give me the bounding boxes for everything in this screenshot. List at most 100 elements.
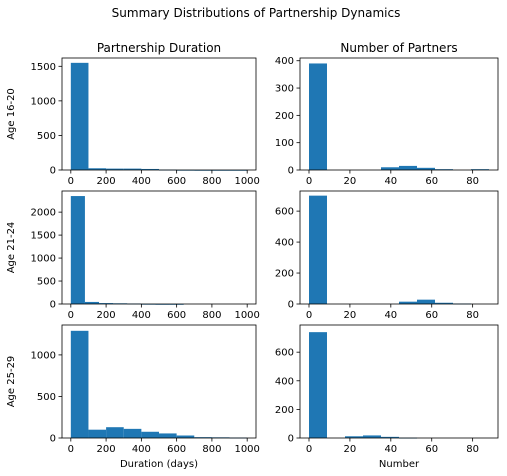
x-tick-label: 80 [466, 310, 479, 321]
x-tick-label: 1000 [234, 310, 259, 321]
histogram-bar [88, 168, 107, 170]
axes-frame [299, 324, 499, 439]
y-tick-label: 200 [275, 269, 294, 280]
x-tick-label: 80 [466, 176, 479, 187]
histogram-bar [309, 63, 327, 171]
x-tick-label: 20 [344, 310, 357, 321]
y-tick-label: 1500 [31, 231, 56, 242]
histogram-bar [309, 195, 327, 304]
subplot-partners-age-16-20: 0 20 40 60 80 0 100 200 300 400 Number of Partners [275, 41, 499, 187]
x-tick-label: 400 [132, 444, 151, 455]
y-tick-label: 300 [275, 84, 294, 95]
histogram-bar [381, 436, 399, 438]
x-tick-label: 60 [425, 444, 438, 455]
subplot-duration-age-25-29: 0 200 400 600 800 1000 0 500 1000 Age 25-29 Durati… [6, 324, 260, 470]
x-tick-label: 20 [344, 444, 357, 455]
histogram-bar [141, 168, 159, 170]
y-tick-label: 600 [275, 348, 294, 359]
axes-frame [61, 190, 257, 305]
histogram-bar [435, 169, 453, 170]
y-tick-label: 1500 [31, 62, 56, 73]
axes-frame [299, 57, 499, 171]
histogram-bar [123, 428, 142, 438]
x-tick-label: 800 [202, 444, 221, 455]
y-tick-label: 0 [288, 300, 294, 311]
y-tick-label: 400 [275, 56, 294, 67]
y-tick-label: 2000 [31, 208, 56, 219]
subplot-partners-age-21-24: 0 20 40 60 80 0 200 400 600 [275, 190, 499, 321]
x-tick-label: 400 [132, 176, 151, 187]
histogram-bar [194, 437, 212, 438]
histogram-bar [435, 302, 453, 304]
y-axis-label: Age 16-20 [6, 88, 17, 140]
histogram-bar [399, 165, 417, 170]
histogram-bar [88, 429, 107, 438]
histogram-bar [363, 435, 381, 438]
y-axis-label: Age 25-29 [6, 356, 17, 408]
y-tick-label: 1000 [31, 350, 56, 361]
y-tick-label: 0 [50, 434, 56, 445]
subplot-title: Partnership Duration [97, 41, 221, 55]
subplot-title: Number of Partners [340, 41, 457, 55]
histogram-bar [417, 167, 435, 170]
x-tick-label: 1000 [234, 444, 259, 455]
x-tick-label: 60 [425, 176, 438, 187]
x-tick-label: 1000 [234, 176, 259, 187]
histogram-bar [70, 62, 89, 170]
x-tick-label: 0 [68, 444, 74, 455]
x-tick-label: 20 [344, 176, 357, 187]
y-tick-label: 1000 [31, 254, 56, 265]
x-tick-label: 60 [425, 310, 438, 321]
x-tick-label: 0 [68, 176, 74, 187]
x-tick-label: 0 [68, 310, 74, 321]
histogram-bar [70, 330, 89, 438]
x-tick-label: 800 [202, 310, 221, 321]
histogram-bar [99, 303, 114, 304]
histogram-bar [106, 427, 124, 438]
histogram-bar [159, 433, 177, 438]
subplot-duration-age-21-24: 0 200 400 600 800 1000 0 500 1000 1500 2000 Age 21-… [6, 190, 260, 321]
histogram-bar [309, 332, 327, 438]
subplot-duration-age-16-20: 0 200 400 600 800 1000 0 500 1000 1500 Partnership… [6, 41, 260, 187]
x-tick-label: 600 [167, 444, 186, 455]
x-tick-label: 40 [384, 176, 397, 187]
x-tick-label: 800 [202, 176, 221, 187]
y-tick-label: 200 [275, 111, 294, 122]
figure-suptitle: Summary Distributions of Partnership Dyn… [112, 6, 401, 20]
y-tick-label: 500 [37, 131, 56, 142]
histogram-bar [381, 167, 399, 170]
x-tick-label: 600 [167, 176, 186, 187]
histogram-bar [141, 431, 159, 438]
x-tick-label: 200 [97, 444, 116, 455]
subplot-partners-age-25-29: 0 20 40 60 80 0 200 400 600 Number [275, 324, 499, 470]
histogram-bar [176, 435, 195, 438]
x-tick-label: 0 [306, 310, 312, 321]
histogram-bar [106, 168, 124, 170]
y-tick-label: 1000 [31, 96, 56, 107]
axes-frame [61, 324, 257, 439]
y-tick-label: 0 [50, 300, 56, 311]
x-tick-label: 0 [306, 176, 312, 187]
y-tick-label: 0 [288, 166, 294, 177]
histogram-bar [417, 299, 435, 304]
y-tick-label: 0 [288, 434, 294, 445]
y-tick-label: 400 [275, 376, 294, 387]
y-tick-label: 100 [275, 138, 294, 149]
x-tick-label: 200 [97, 176, 116, 187]
histogram-bar [123, 168, 142, 170]
y-tick-label: 500 [37, 392, 56, 403]
x-tick-label: 0 [306, 444, 312, 455]
x-tick-label: 600 [167, 310, 186, 321]
x-tick-label: 200 [97, 310, 116, 321]
y-tick-label: 0 [50, 166, 56, 177]
y-tick-label: 600 [275, 207, 294, 218]
x-tick-label: 400 [132, 310, 151, 321]
axes-frame [299, 190, 499, 305]
x-tick-label: 40 [384, 444, 397, 455]
y-axis-label: Age 21-24 [6, 222, 17, 274]
histogram-bar [84, 301, 100, 304]
x-tick-label: 80 [466, 444, 479, 455]
y-tick-label: 400 [275, 238, 294, 249]
axes-frame [61, 57, 257, 171]
